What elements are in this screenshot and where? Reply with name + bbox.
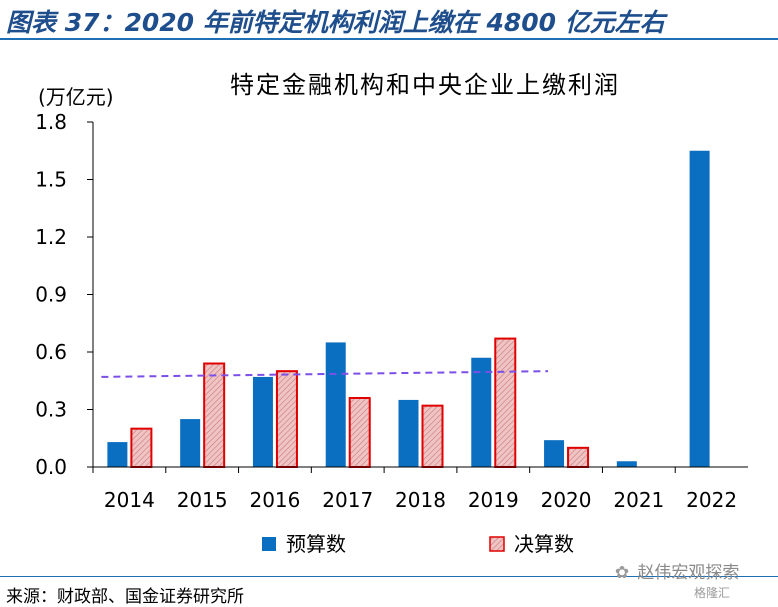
- legend-swatch-budget: [262, 537, 276, 551]
- wechat-icon: ✿: [614, 563, 630, 583]
- bar-final-2015: [203, 362, 226, 468]
- bar-budget-2018: [398, 399, 419, 467]
- x-tick-label: 2014: [104, 488, 155, 512]
- bar-budget-2017: [325, 342, 346, 467]
- legend-swatch-final: [489, 536, 505, 552]
- x-tick-label: 2015: [177, 488, 228, 512]
- watermark: ✿ 赵伟宏观探索 格隆汇: [612, 558, 740, 600]
- watermark-text: 赵伟宏观探索: [637, 563, 740, 583]
- legend-label: 预算数: [286, 532, 346, 556]
- chart-svg: 特定金融机构和中央企业上缴利润 (万亿元) 0.0 0.3 0.6 0.9 1.2 1.5…: [35, 71, 748, 556]
- bar-final-2019: [494, 337, 517, 469]
- legend-label: 决算数: [514, 532, 574, 556]
- bar-budget-2014: [107, 442, 128, 467]
- y-tick-label: 0.0: [35, 455, 67, 479]
- bar-budget-2016: [252, 376, 273, 467]
- figure-title: 图表 37：2020 年前特定机构利润上缴在 4800 亿元左右: [6, 8, 665, 37]
- x-tick-label: 2016: [249, 488, 300, 512]
- y-tick-label: 0.3: [35, 398, 67, 422]
- y-tick-label: 1.2: [35, 225, 67, 249]
- bar-final-2017: [348, 397, 371, 468]
- source-note: 来源：财政部、国金证券研究所: [6, 587, 244, 607]
- bar-budget-2015: [180, 419, 201, 467]
- x-tick-label: 2017: [322, 488, 373, 512]
- y-tick-label: 1.8: [35, 110, 67, 134]
- bar-budget-2019: [471, 357, 492, 467]
- watermark-sub: 格隆汇: [694, 586, 731, 600]
- bar-budget-2021: [616, 461, 637, 467]
- x-tick-label: 2021: [613, 488, 664, 512]
- y-axis-label: (万亿元): [38, 85, 114, 109]
- bar-final-2014: [130, 427, 153, 468]
- x-tick-label: 2019: [468, 488, 519, 512]
- average-dashed-line: [101, 370, 549, 378]
- y-tick-label: 1.5: [35, 168, 67, 192]
- y-tick-label: 0.9: [35, 283, 67, 307]
- bar-final-2020: [567, 446, 590, 469]
- x-tick-label: 2018: [395, 488, 446, 512]
- bar-budget-2022: [689, 150, 710, 467]
- x-tick-label: 2020: [541, 488, 592, 512]
- y-tick-label: 0.6: [35, 340, 67, 364]
- x-tick-label: 2022: [686, 488, 737, 512]
- title-rule: [0, 38, 778, 40]
- bar-budget-2020: [544, 440, 565, 467]
- bar-final-2018: [421, 404, 444, 468]
- bar-final-2016: [275, 370, 298, 468]
- footer-rule: [0, 576, 778, 577]
- chart-title: 特定金融机构和中央企业上缴利润: [230, 71, 620, 99]
